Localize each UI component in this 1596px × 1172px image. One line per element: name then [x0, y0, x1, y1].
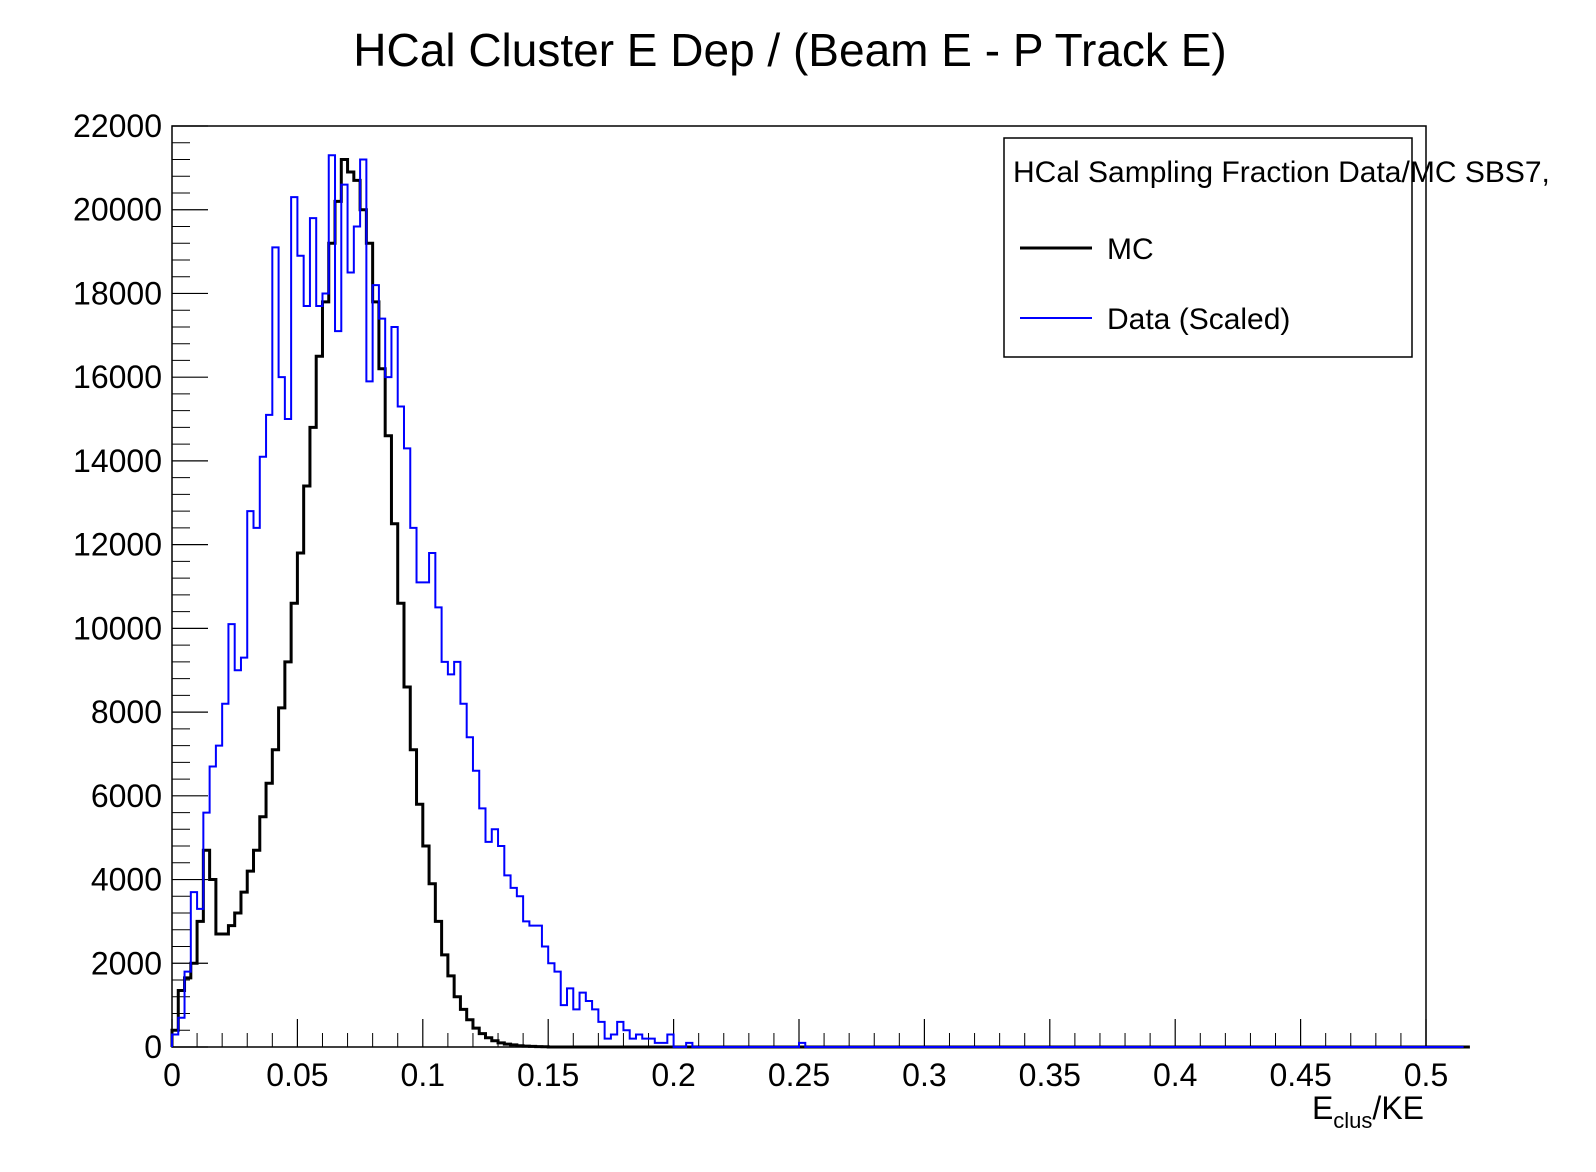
- chart-title: HCal Cluster E Dep / (Beam E - P Track E…: [353, 24, 1226, 76]
- y-tick-label: 6000: [91, 778, 162, 814]
- y-tick-label: 18000: [73, 275, 162, 311]
- x-axis: 0 0.05 0.1 0.15 0.2 0.25 0.3 0.35 0.4 0.45 0.5: [163, 1019, 1448, 1093]
- y-tick-label: 12000: [73, 527, 162, 563]
- x-tick-label: 0.35: [1019, 1057, 1081, 1093]
- x-axis-title: Eclus/KE: [1312, 1090, 1424, 1133]
- x-tick-label: 0.3: [902, 1057, 946, 1093]
- y-tick-label: 0: [144, 1029, 162, 1065]
- legend-header: HCal Sampling Fraction Data/MC SBS7,: [1013, 156, 1550, 189]
- y-tick-label: 14000: [73, 443, 162, 479]
- y-axis: 0 2000 4000 6000 8000 10000 12000 14000 16000 180…: [73, 108, 208, 1065]
- y-tick-label: 16000: [73, 359, 162, 395]
- y-tick-label: 4000: [91, 862, 162, 898]
- x-tick-label: 0: [163, 1057, 181, 1093]
- x-tick-label: 0.5: [1404, 1057, 1448, 1093]
- x-tick-label: 0.05: [266, 1057, 328, 1093]
- legend-label-data: Data (Scaled): [1107, 303, 1290, 336]
- legend: HCal Sampling Fraction Data/MC SBS7, MC …: [1003, 137, 1550, 358]
- x-tick-label: 0.25: [768, 1057, 830, 1093]
- x-tick-label: 0.4: [1153, 1057, 1197, 1093]
- x-axis-title-rest: /KE: [1372, 1090, 1424, 1126]
- series-data-histogram: [171, 154, 1464, 1048]
- legend-label-mc: MC: [1107, 233, 1154, 266]
- x-tick-label: 0.2: [651, 1057, 695, 1093]
- y-tick-label: 20000: [73, 192, 162, 228]
- x-axis-title-main: E: [1312, 1090, 1333, 1126]
- x-tick-label: 0.1: [401, 1057, 445, 1093]
- x-tick-label: 0.45: [1269, 1057, 1331, 1093]
- series-layer: [170, 154, 1470, 1049]
- x-tick-label: 0.15: [517, 1057, 579, 1093]
- x-axis-title-subscript: clus: [1333, 1108, 1372, 1133]
- y-tick-label: 8000: [91, 694, 162, 730]
- y-tick-label: 2000: [91, 945, 162, 981]
- y-tick-label: 10000: [73, 610, 162, 646]
- y-tick-label: 22000: [73, 108, 162, 144]
